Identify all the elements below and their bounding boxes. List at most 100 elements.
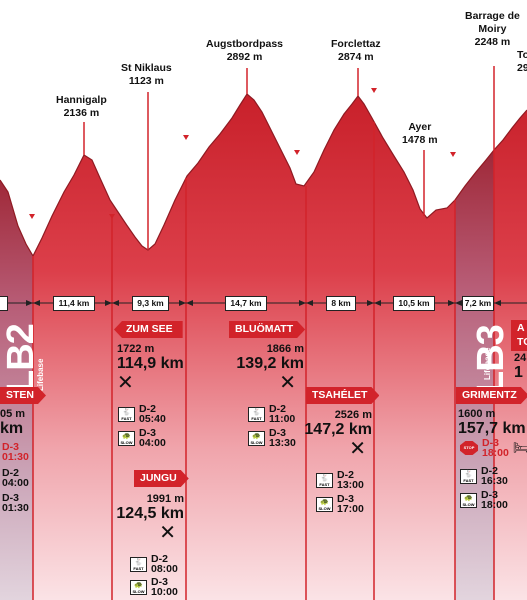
checkpoint-altitude: 24 xyxy=(514,352,527,364)
peak-name: St Niklaus xyxy=(121,62,172,74)
checkpoint-info-zum-see: 1722 m 114,9 km ✕ xyxy=(117,343,184,394)
cutlery-icon: ✕ xyxy=(349,438,366,460)
fast-time: 08:00 xyxy=(151,563,178,575)
checkpoint-altitude: 1866 m xyxy=(266,343,304,355)
slow-time: 01:30 xyxy=(2,502,29,514)
fast-time-left: D-2 04:00 xyxy=(2,467,29,489)
checkpoint-name: TO xyxy=(517,336,527,348)
stop-day: D-3 xyxy=(482,437,499,449)
profile-area xyxy=(0,94,527,600)
peak-label-barrage-de-moiry: Barrage de Moiry 2248 m xyxy=(465,10,520,49)
fast-time: 05:40 xyxy=(139,413,166,425)
checkpoint-altitude: 2526 m xyxy=(334,409,372,421)
turtle-icon: 🐢 SLOW xyxy=(316,496,333,512)
checkpoint-tag-zum-see: ZUM SEE xyxy=(114,321,183,338)
slow-day: D-3 xyxy=(481,489,498,501)
checkpoint-km: 114,9 km xyxy=(117,355,184,372)
peak-altitude: 2248 m xyxy=(474,36,511,48)
fast-row-zum-see: 🐇 FAST D-2 05:40 xyxy=(118,404,166,424)
fast-day: D-2 xyxy=(269,403,286,415)
peak-label-partial: To 29 xyxy=(517,49,527,75)
peak-altitude: 2136 m xyxy=(63,107,100,119)
peak-label-st-niklaus: St Niklaus 1123 m xyxy=(121,62,172,88)
checkpoint-info-right: 24 1 xyxy=(514,352,526,381)
turtle-icon: 🐢 SLOW xyxy=(248,430,265,446)
turtle-icon: 🐢 SLOW xyxy=(460,492,477,508)
peak-label-hannigalp: Hannigalp 2136 m xyxy=(56,94,107,120)
marker xyxy=(294,150,300,155)
marker xyxy=(450,152,456,157)
checkpoint-km: 1 xyxy=(514,364,523,381)
checkpoint-tag-grimentz: GRIMENTZ xyxy=(456,387,527,404)
slow-time: 18:00 xyxy=(481,499,508,511)
fast-row-tsahelet: 🐇 FAST D-2 13:00 xyxy=(316,470,364,490)
peak-label-forclettaz: Forclettaz 2874 m xyxy=(331,38,381,64)
segment-distance xyxy=(0,296,8,311)
checkpoint-km: 139,2 km xyxy=(236,355,304,372)
peak-altitude: 2874 m xyxy=(337,51,374,63)
cutlery-icon: ✕ xyxy=(159,522,176,544)
checkpoint-info-jungu: 1991 m 124,5 km ✕ xyxy=(108,493,184,544)
rabbit-icon: 🐇 FAST xyxy=(118,406,135,422)
fast-row-bluomatt: 🐇 FAST D-2 11:00 xyxy=(248,404,295,424)
checkpoint-altitude: 1722 m xyxy=(117,343,155,355)
rabbit-icon: 🐇 FAST xyxy=(130,556,147,572)
segment-distance: 11,4 km xyxy=(53,296,95,311)
peak-name: To xyxy=(517,49,527,61)
checkpoint-km: 124,5 km xyxy=(116,505,184,522)
fast-day: D-2 xyxy=(151,553,168,565)
slow-day: D-3 xyxy=(337,493,354,505)
cutlery-icon: ✕ xyxy=(279,372,296,394)
checkpoint-name: A xyxy=(517,322,525,334)
peak-altitude: 29 xyxy=(517,62,527,74)
peak-altitude: 2892 m xyxy=(226,51,263,63)
segment-distance: 14,7 km xyxy=(225,296,267,311)
fast-day: D-2 xyxy=(2,467,19,479)
lifebase-sub: Lifebase xyxy=(36,358,45,391)
checkpoint-tag-tsahelet: TSAHÉLET xyxy=(306,387,379,404)
slow-row-bluomatt: 🐢 SLOW D-3 13:30 xyxy=(248,428,296,448)
marker xyxy=(371,88,377,93)
slow-time: 13:30 xyxy=(269,437,296,449)
profile-line xyxy=(0,93,527,258)
cutlery-icon: ✕ xyxy=(117,372,134,394)
rabbit-icon: 🐇 FAST xyxy=(460,468,477,484)
peak-name: Barrage de xyxy=(465,10,520,22)
checkpoint-info-grimentz: 1600 m 157,7 km xyxy=(458,408,526,437)
lifebase-sub-lb3: Lifebase xyxy=(477,348,495,380)
slow-day: D-3 xyxy=(151,576,168,588)
fast-time: 13:00 xyxy=(337,479,364,491)
slow-day: D-3 xyxy=(139,427,156,439)
stop-time: 01:30 xyxy=(2,451,29,463)
checkpoint-altitude: 05 m xyxy=(0,408,26,420)
peak-name: Hannigalp xyxy=(56,94,107,106)
lifebase-sub-lb2: Lifebase xyxy=(30,359,48,391)
checkpoint-info-tsahelet: 2526 m 147,2 km ✕ xyxy=(296,409,372,460)
lifebase-sub: Lifebase xyxy=(483,347,492,380)
slow-row-jungu: 🐢 SLOW D-3 10:00 xyxy=(130,577,178,597)
turtle-icon: 🐢 SLOW xyxy=(118,430,135,446)
peak-name: Forclettaz xyxy=(331,38,381,50)
rabbit-icon: 🐇 FAST xyxy=(248,406,265,422)
stop-day: D-3 xyxy=(2,441,19,453)
segment-distance: 9,3 km xyxy=(132,296,169,311)
checkpoint-altitude: 1600 m xyxy=(458,408,496,420)
slow-time-left: D-3 01:30 xyxy=(2,493,29,514)
fast-time: 11:00 xyxy=(269,413,296,425)
checkpoint-km: km xyxy=(0,420,24,437)
turtle-icon: 🐢 SLOW xyxy=(130,579,147,595)
segment-distance: 7,2 km xyxy=(462,296,494,311)
checkpoint-tag-right: A TO xyxy=(511,320,527,351)
slow-time: 17:00 xyxy=(337,503,364,515)
stop-time-left: D-3 01:30 xyxy=(2,441,29,463)
fast-row-grimentz: 🐇 FAST D-2 16:30 xyxy=(460,466,508,486)
checkpoint-tag-left: STEN xyxy=(0,387,46,404)
bed-icon: 🛏 xyxy=(512,440,527,455)
lifebase-band-lb3 xyxy=(455,150,494,600)
checkpoint-info-bluomatt: 1866 m 139,2 km ✕ xyxy=(226,343,304,394)
slow-time: 10:00 xyxy=(151,586,178,598)
checkpoint-km: 157,7 km xyxy=(458,420,526,437)
peak-altitude: 1478 m xyxy=(402,134,438,146)
